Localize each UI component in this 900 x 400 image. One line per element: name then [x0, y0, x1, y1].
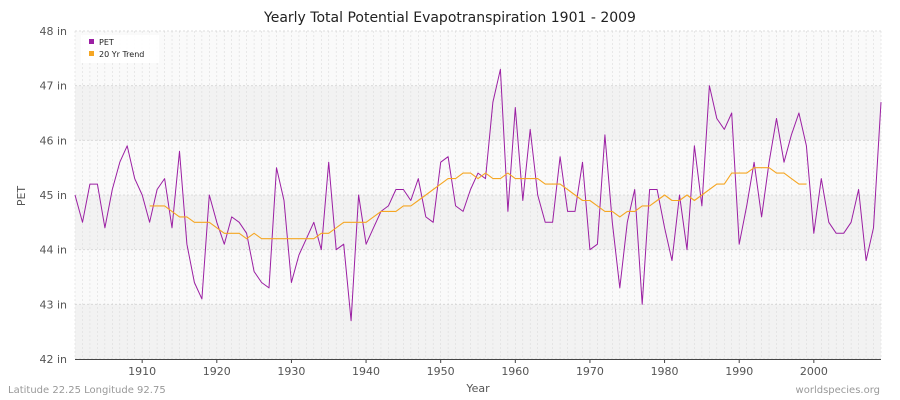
y-axis-ticks: 42 in 43 in 44 in 45 in 46 in 47 in 48 in	[39, 25, 67, 366]
series-line-trend	[149, 167, 807, 240]
y-tick-label: 46 in	[39, 134, 67, 147]
x-tick-label: 1910	[128, 365, 156, 378]
series-line-pet	[74, 68, 882, 322]
legend: PET 20 Yr Trend	[81, 35, 159, 63]
x-tick-label: 2000	[800, 365, 828, 378]
y-tick-label: 43 in	[39, 298, 67, 311]
series-lines	[74, 68, 882, 322]
footer-coordinates: Latitude 22.25 Longitude 92.75	[8, 385, 166, 396]
x-tick-label: 1970	[576, 365, 604, 378]
y-tick-label: 42 in	[39, 353, 67, 366]
y-tick-label: 45 in	[39, 189, 67, 202]
legend-swatch-trend	[89, 51, 94, 56]
legend-label-trend: 20 Yr Trend	[99, 50, 144, 59]
x-tick-label: 1980	[651, 365, 679, 378]
x-tick-label: 1990	[725, 365, 753, 378]
grid-lines	[74, 30, 882, 360]
x-tick-label: 1960	[501, 365, 529, 378]
x-axis-label: Year	[465, 382, 490, 395]
x-tick-label: 1930	[277, 365, 305, 378]
y-tick-label: 44 in	[39, 244, 67, 257]
y-axis-label: PET	[15, 186, 28, 207]
y-tick-label: 47 in	[39, 80, 67, 93]
y-tick-label: 48 in	[39, 25, 67, 38]
x-tick-label: 1950	[427, 365, 455, 378]
x-tick-label: 1920	[203, 365, 231, 378]
legend-label-pet: PET	[99, 38, 114, 47]
x-tick-label: 1940	[352, 365, 380, 378]
footer-source: worldspecies.org	[796, 385, 880, 396]
legend-swatch-pet	[89, 39, 94, 44]
x-axis-ticks: 1910 1920 1930 1940 1950 1960 1970 1980 1990 2000	[128, 359, 828, 378]
chart-title: Yearly Total Potential Evapotranspiratio…	[263, 10, 636, 26]
